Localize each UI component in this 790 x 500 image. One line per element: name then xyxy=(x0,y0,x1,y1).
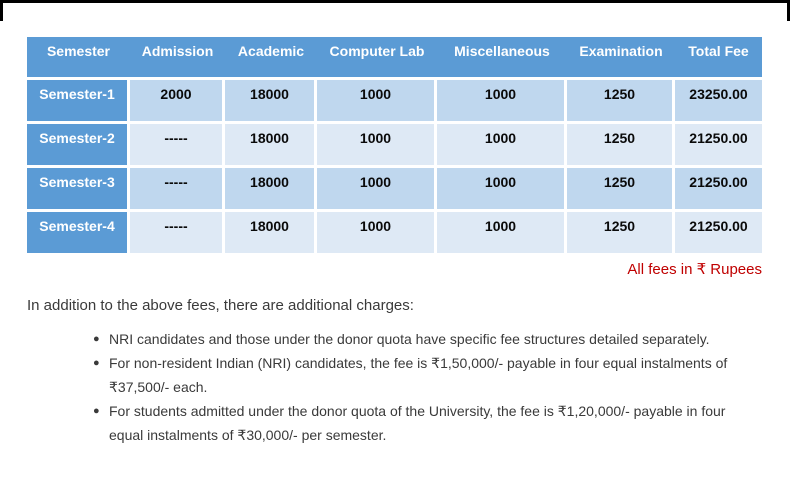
table-row-semester-1: Semester-1 2000 18000 1000 1000 1250 232… xyxy=(27,77,762,121)
total-fee-cell: 21250.00 xyxy=(675,209,762,253)
admission-fee-cell: 2000 xyxy=(130,77,225,121)
list-item: ● For students admitted under the donor … xyxy=(92,399,760,447)
miscellaneous-fee-cell: 1000 xyxy=(437,77,567,121)
miscellaneous-fee-cell: 1000 xyxy=(437,165,567,209)
semester-label-cell: Semester-1 xyxy=(27,77,130,121)
miscellaneous-fee-cell: 1000 xyxy=(437,209,567,253)
academic-fee-cell: 18000 xyxy=(225,209,317,253)
page-left-border-mark xyxy=(0,0,3,21)
total-fee-cell: 21250.00 xyxy=(675,165,762,209)
column-header-admission: Admission xyxy=(130,37,225,77)
academic-fee-cell: 18000 xyxy=(225,77,317,121)
list-item-text: NRI candidates and those under the donor… xyxy=(109,331,710,347)
list-item: ● For non-resident Indian (NRI) candidat… xyxy=(92,351,760,399)
semester-label-cell: Semester-3 xyxy=(27,165,130,209)
miscellaneous-fee-cell: 1000 xyxy=(437,121,567,165)
column-header-semester: Semester xyxy=(27,37,130,77)
additional-charges-list: ● NRI candidates and those under the don… xyxy=(92,327,760,447)
column-header-total-fee: Total Fee xyxy=(675,37,762,77)
admission-fee-cell: ----- xyxy=(130,121,225,165)
additional-charges-intro: In addition to the above fees, there are… xyxy=(27,297,414,314)
bullet-icon: ● xyxy=(93,333,100,345)
computer-lab-fee-cell: 1000 xyxy=(317,121,437,165)
total-fee-cell: 23250.00 xyxy=(675,77,762,121)
total-fee-cell: 21250.00 xyxy=(675,121,762,165)
semester-label-cell: Semester-4 xyxy=(27,209,130,253)
academic-fee-cell: 18000 xyxy=(225,121,317,165)
header-row: Semester Admission Academic Computer Lab… xyxy=(27,37,762,77)
admission-fee-cell: ----- xyxy=(130,165,225,209)
examination-fee-cell: 1250 xyxy=(567,165,675,209)
column-header-miscellaneous: Miscellaneous xyxy=(437,37,567,77)
bullet-icon: ● xyxy=(93,405,100,417)
examination-fee-cell: 1250 xyxy=(567,209,675,253)
currency-footnote: All fees in ₹ Rupees xyxy=(627,261,762,278)
admission-fee-cell: ----- xyxy=(130,209,225,253)
table-row-semester-3: Semester-3 ----- 18000 1000 1000 1250 21… xyxy=(27,165,762,209)
fee-table: Semester Admission Academic Computer Lab… xyxy=(27,37,762,253)
computer-lab-fee-cell: 1000 xyxy=(317,77,437,121)
column-header-academic: Academic xyxy=(225,37,317,77)
list-item: ● NRI candidates and those under the don… xyxy=(92,327,760,351)
table-row-semester-2: Semester-2 ----- 18000 1000 1000 1250 21… xyxy=(27,121,762,165)
examination-fee-cell: 1250 xyxy=(567,121,675,165)
column-header-computer-lab: Computer Lab xyxy=(317,37,437,77)
page-top-border xyxy=(0,0,790,3)
bullet-icon: ● xyxy=(93,357,100,369)
academic-fee-cell: 18000 xyxy=(225,165,317,209)
list-item-text: For non-resident Indian (NRI) candidates… xyxy=(109,355,728,395)
semester-label-cell: Semester-2 xyxy=(27,121,130,165)
column-header-examination: Examination xyxy=(567,37,675,77)
computer-lab-fee-cell: 1000 xyxy=(317,209,437,253)
examination-fee-cell: 1250 xyxy=(567,77,675,121)
computer-lab-fee-cell: 1000 xyxy=(317,165,437,209)
page-content: Semester Admission Academic Computer Lab… xyxy=(27,37,762,447)
table-row-semester-4: Semester-4 ----- 18000 1000 1000 1250 21… xyxy=(27,209,762,253)
list-item-text: For students admitted under the donor qu… xyxy=(109,403,726,443)
page-right-border-mark xyxy=(787,0,790,21)
